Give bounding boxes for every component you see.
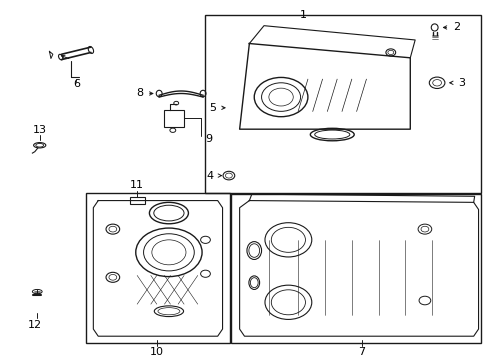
- Text: 11: 11: [130, 180, 144, 190]
- Text: 6: 6: [73, 78, 80, 89]
- Text: 5: 5: [209, 103, 216, 113]
- Text: 10: 10: [149, 347, 163, 357]
- Text: 9: 9: [205, 134, 212, 144]
- Bar: [230, 194, 480, 343]
- Bar: [86, 193, 229, 343]
- Text: 1: 1: [299, 10, 306, 19]
- Text: 8: 8: [136, 89, 143, 99]
- Text: 12: 12: [28, 320, 42, 330]
- Text: 7: 7: [357, 347, 365, 357]
- Text: 13: 13: [33, 125, 47, 135]
- Bar: [205, 15, 480, 193]
- Text: 3: 3: [457, 78, 464, 88]
- Text: 2: 2: [452, 22, 459, 32]
- Text: 4: 4: [206, 171, 213, 181]
- Bar: [163, 109, 183, 127]
- Bar: [130, 197, 144, 204]
